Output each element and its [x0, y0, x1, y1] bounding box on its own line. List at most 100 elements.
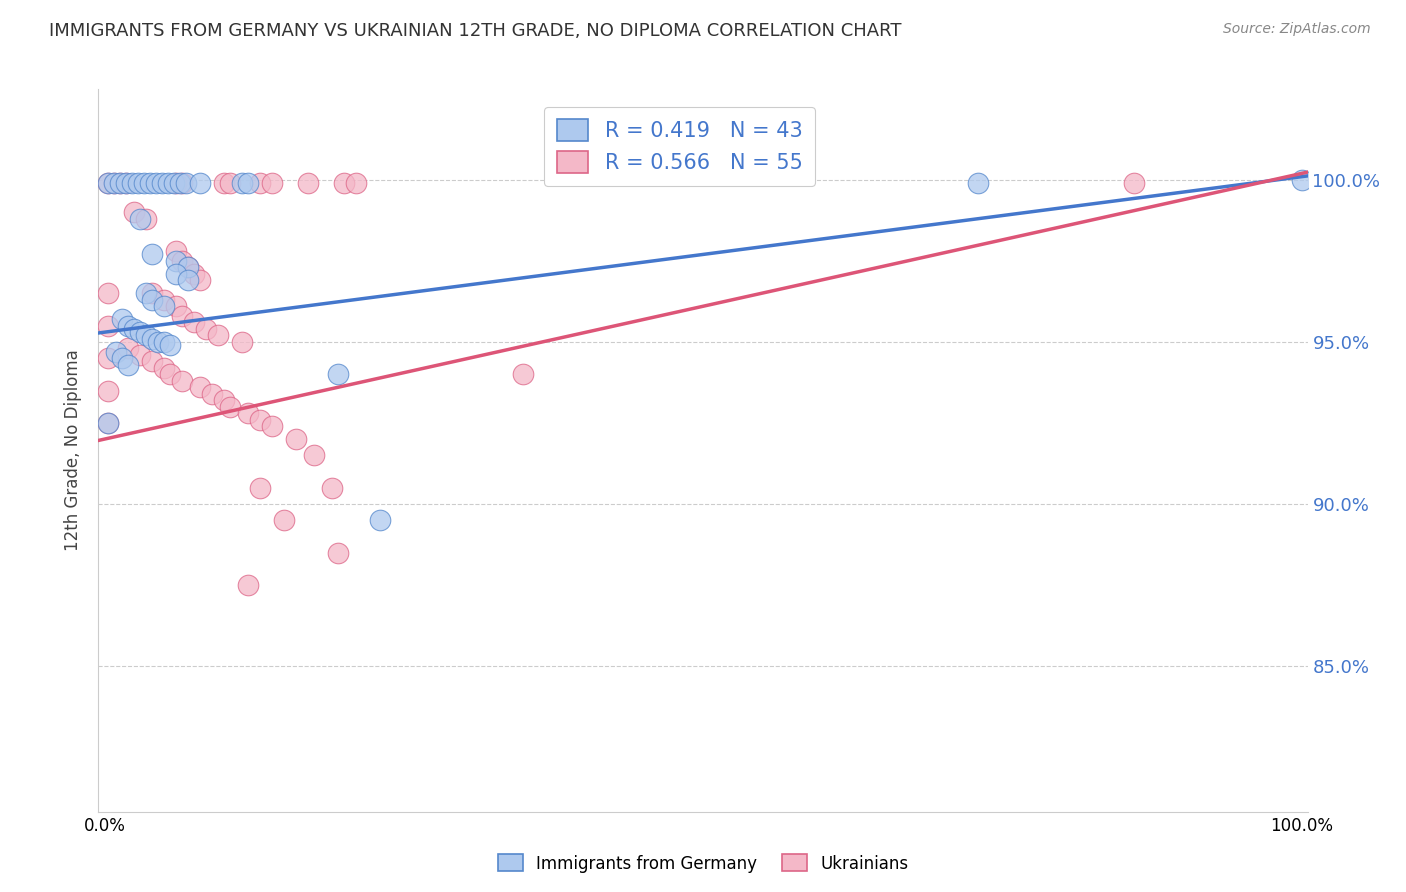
Point: [159, 338, 181, 352]
Point: [97, 416, 120, 430]
Point: [326, 545, 349, 559]
Point: [165, 176, 187, 190]
Point: [183, 267, 205, 281]
Point: [135, 211, 157, 226]
Point: [231, 176, 253, 190]
Point: [97, 286, 120, 301]
Point: [145, 176, 167, 190]
Point: [249, 176, 271, 190]
Point: [188, 176, 211, 190]
Point: [141, 354, 163, 368]
Point: [236, 176, 259, 190]
Point: [97, 351, 120, 365]
Point: [165, 254, 187, 268]
Point: [297, 176, 319, 190]
Point: [249, 481, 271, 495]
Point: [103, 176, 125, 190]
Point: [172, 176, 194, 190]
Point: [111, 312, 134, 326]
Point: [150, 176, 173, 190]
Point: [139, 176, 162, 190]
Point: [159, 368, 181, 382]
Point: [97, 318, 120, 333]
Point: [148, 334, 170, 349]
Point: [97, 176, 120, 190]
Point: [212, 176, 235, 190]
Text: Source: ZipAtlas.com: Source: ZipAtlas.com: [1223, 22, 1371, 37]
Point: [183, 316, 205, 330]
Point: [141, 286, 163, 301]
Point: [169, 176, 191, 190]
Point: [129, 348, 152, 362]
Point: [127, 176, 149, 190]
Point: [124, 322, 146, 336]
Point: [174, 176, 197, 190]
Point: [103, 176, 125, 190]
Point: [219, 400, 242, 414]
Point: [115, 176, 138, 190]
Point: [129, 211, 152, 226]
Point: [156, 176, 179, 190]
Point: [153, 334, 176, 349]
Point: [108, 176, 131, 190]
Point: [1291, 173, 1313, 187]
Point: [111, 351, 134, 365]
Legend: Immigrants from Germany, Ukrainians: Immigrants from Germany, Ukrainians: [491, 847, 915, 880]
Point: [260, 419, 283, 434]
Point: [141, 332, 163, 346]
Point: [117, 318, 139, 333]
Point: [141, 293, 163, 307]
Point: [165, 299, 187, 313]
Point: [236, 406, 259, 420]
Point: [135, 328, 157, 343]
Point: [177, 260, 200, 275]
Point: [129, 325, 152, 339]
Point: [321, 481, 343, 495]
Point: [97, 384, 120, 398]
Point: [260, 176, 283, 190]
Point: [231, 334, 253, 349]
Point: [172, 254, 194, 268]
Point: [326, 368, 349, 382]
Point: [512, 368, 534, 382]
Point: [165, 244, 187, 259]
Point: [153, 360, 176, 375]
Point: [141, 247, 163, 261]
Point: [124, 205, 146, 219]
Point: [368, 513, 391, 527]
Point: [201, 386, 224, 401]
Point: [153, 299, 176, 313]
Point: [333, 176, 356, 190]
Point: [105, 344, 128, 359]
Point: [188, 380, 211, 394]
Point: [344, 176, 367, 190]
Point: [163, 176, 186, 190]
Point: [153, 293, 176, 307]
Point: [97, 176, 120, 190]
Point: [121, 176, 143, 190]
Point: [135, 286, 157, 301]
Point: [117, 342, 139, 356]
Legend: R = 0.419   N = 43, R = 0.566   N = 55: R = 0.419 N = 43, R = 0.566 N = 55: [544, 107, 815, 186]
Point: [177, 260, 200, 275]
Point: [117, 358, 139, 372]
Point: [212, 393, 235, 408]
Y-axis label: 12th Grade, No Diploma: 12th Grade, No Diploma: [65, 350, 83, 551]
Point: [249, 412, 271, 426]
Text: IMMIGRANTS FROM GERMANY VS UKRAINIAN 12TH GRADE, NO DIPLOMA CORRELATION CHART: IMMIGRANTS FROM GERMANY VS UKRAINIAN 12T…: [49, 22, 901, 40]
Point: [207, 328, 229, 343]
Point: [188, 273, 211, 287]
Point: [177, 273, 200, 287]
Point: [132, 176, 155, 190]
Point: [172, 374, 194, 388]
Point: [108, 176, 131, 190]
Point: [302, 448, 325, 462]
Point: [97, 416, 120, 430]
Point: [236, 578, 259, 592]
Point: [273, 513, 295, 527]
Point: [967, 176, 990, 190]
Point: [115, 176, 138, 190]
Point: [284, 432, 307, 446]
Point: [172, 309, 194, 323]
Point: [165, 267, 187, 281]
